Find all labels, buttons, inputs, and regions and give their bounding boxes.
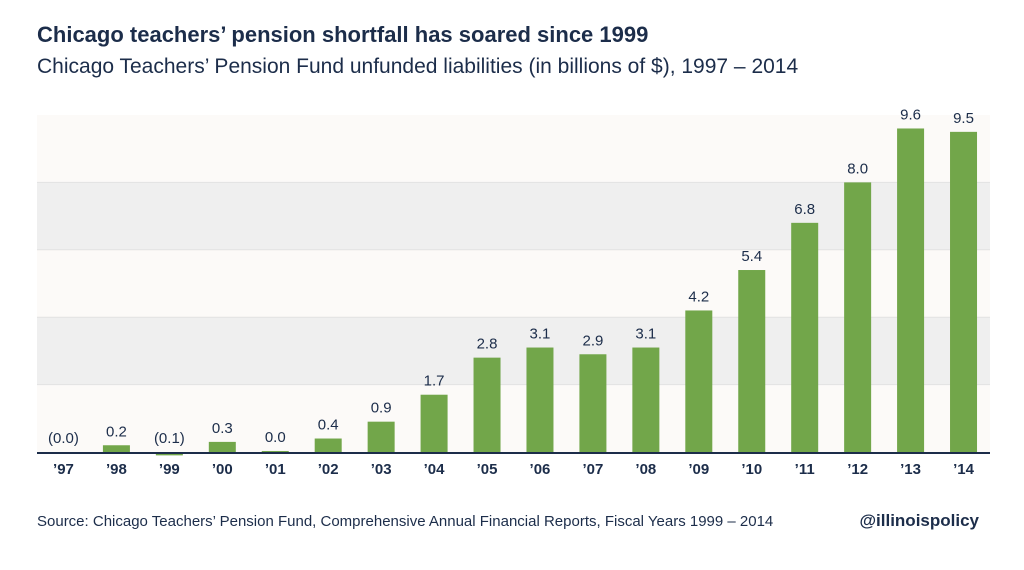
data-label: (0.0) [48, 430, 79, 447]
grid-band [37, 384, 990, 452]
data-label: 5.4 [741, 248, 762, 265]
data-label: 2.8 [477, 336, 498, 353]
data-label: 3.1 [530, 326, 551, 343]
data-label: 1.7 [424, 373, 445, 390]
bar [579, 354, 607, 452]
data-label: 8.0 [847, 160, 868, 177]
bar [208, 441, 236, 452]
data-label: 4.2 [688, 288, 709, 305]
grid-band [37, 182, 990, 250]
grid-band [37, 317, 990, 385]
bar [791, 222, 819, 452]
x-tick-label: ’14 [953, 461, 975, 478]
bar [685, 310, 713, 452]
x-tick-label: ’00 [212, 461, 233, 478]
x-tick-label: ’09 [688, 461, 709, 478]
data-label: 0.0 [265, 429, 286, 446]
x-tick-label: ’03 [371, 461, 392, 478]
data-label: 2.9 [582, 332, 603, 349]
data-label: 3.1 [635, 326, 656, 343]
x-tick-label: ’07 [582, 461, 603, 478]
x-tick-label: ’97 [53, 461, 74, 478]
x-tick-label: ’06 [530, 461, 551, 478]
x-tick-label: ’98 [106, 461, 127, 478]
chart-subtitle: Chicago Teachers’ Pension Fund unfunded … [37, 55, 799, 78]
bar [738, 270, 766, 452]
x-tick-label: ’11 [795, 461, 815, 478]
source-note: Source: Chicago Teachers’ Pension Fund, … [37, 513, 774, 530]
x-tick-label: ’01 [265, 461, 286, 478]
bar [261, 450, 289, 453]
data-label: 0.9 [371, 400, 392, 417]
x-tick-label: ’12 [847, 461, 868, 478]
x-tick-label: ’04 [424, 461, 446, 478]
bar [102, 445, 130, 452]
bar [632, 347, 660, 452]
social-handle: @illinoispolicy [859, 511, 979, 530]
data-label: 0.3 [212, 420, 233, 437]
grid-band [37, 249, 990, 318]
bar [420, 394, 448, 452]
data-label: 9.6 [900, 106, 921, 123]
data-label: 9.5 [953, 110, 974, 127]
x-tick-label: ’13 [900, 461, 921, 478]
x-tick-label: ’02 [318, 461, 339, 478]
bar [844, 182, 872, 452]
bar [367, 421, 395, 452]
bar [950, 131, 978, 452]
grid-band [37, 115, 990, 183]
x-tick-label: ’10 [741, 461, 762, 478]
data-label: 0.2 [106, 423, 127, 440]
x-tick-label: ’08 [635, 461, 656, 478]
bar [897, 128, 925, 453]
x-tick-label: ’99 [159, 461, 180, 478]
x-tick-label: ’05 [477, 461, 498, 478]
data-label: 0.4 [318, 417, 339, 434]
bar [526, 347, 554, 452]
data-label: 6.8 [794, 201, 815, 218]
bar [314, 438, 342, 452]
data-label: (0.1) [154, 430, 185, 447]
bar [473, 357, 501, 452]
chart-title: Chicago teachers’ pension shortfall has … [37, 22, 649, 47]
